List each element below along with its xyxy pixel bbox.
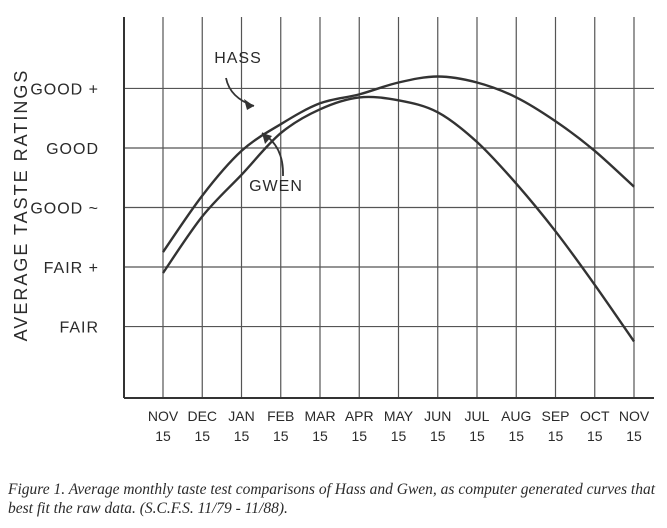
x-tick-month: MAR bbox=[304, 408, 335, 424]
x-tick-month: FEB bbox=[267, 408, 294, 424]
x-tick-month: DEC bbox=[187, 408, 217, 424]
x-tick-day: 15 bbox=[312, 428, 328, 444]
annotation-label-gwen: GWEN bbox=[249, 178, 303, 195]
x-tick-month: NOV bbox=[619, 408, 650, 424]
series-line-gwen bbox=[162, 95, 635, 343]
series-line-hass bbox=[162, 75, 635, 253]
grid-layer bbox=[124, 17, 654, 398]
x-tick-month: APR bbox=[345, 408, 374, 424]
annotation-arrowhead-hass bbox=[244, 99, 254, 110]
annotation-leader-hass bbox=[225, 77, 255, 107]
y-tick-label: GOOD bbox=[46, 141, 99, 158]
y-tick-label: FAIR + bbox=[44, 260, 99, 277]
x-tick-month: NOV bbox=[148, 408, 179, 424]
x-tick-day: 15 bbox=[273, 428, 289, 444]
x-tick-month: OCT bbox=[580, 408, 610, 424]
y-tick-label: FAIR bbox=[59, 320, 99, 337]
label-layer: HASS GWEN bbox=[214, 50, 303, 195]
x-tick-day: 15 bbox=[234, 428, 250, 444]
x-tick-day: 15 bbox=[194, 428, 210, 444]
x-tick-month: JAN bbox=[228, 408, 254, 424]
x-tick-month: JUL bbox=[465, 408, 490, 424]
annotation-label-hass: HASS bbox=[214, 50, 262, 67]
x-tick-day: 15 bbox=[391, 428, 407, 444]
x-tick-day: 15 bbox=[351, 428, 367, 444]
figure-caption: Figure 1. Average monthly taste test com… bbox=[8, 481, 656, 517]
x-tick-day: 15 bbox=[587, 428, 603, 444]
x-tick-day: 15 bbox=[548, 428, 564, 444]
axis-layer: FAIR FAIR + GOOD ~ GOOD GOOD + NOV 15 DEC 15 JAN 1… bbox=[11, 17, 654, 444]
x-tick-day: 15 bbox=[430, 428, 446, 444]
x-tick-month: MAY bbox=[384, 408, 414, 424]
y-axis-title: AVERAGE TASTE RATINGS bbox=[11, 69, 31, 342]
x-tick-month: JUN bbox=[424, 408, 451, 424]
x-tick-day: 15 bbox=[469, 428, 485, 444]
x-tick-day: 15 bbox=[626, 428, 642, 444]
annotation-arrowhead-gwen bbox=[262, 133, 272, 144]
taste-rating-chart: FAIR FAIR + GOOD ~ GOOD GOOD + NOV 15 DEC 15 JAN 1… bbox=[11, 17, 654, 444]
x-tick-day: 15 bbox=[155, 428, 171, 444]
x-tick-month: SEP bbox=[541, 408, 569, 424]
series-layer bbox=[162, 75, 635, 343]
y-tick-label: GOOD + bbox=[30, 81, 99, 98]
x-tick-day: 15 bbox=[508, 428, 524, 444]
y-tick-label: GOOD ~ bbox=[30, 201, 99, 218]
x-tick-month: AUG bbox=[501, 408, 531, 424]
